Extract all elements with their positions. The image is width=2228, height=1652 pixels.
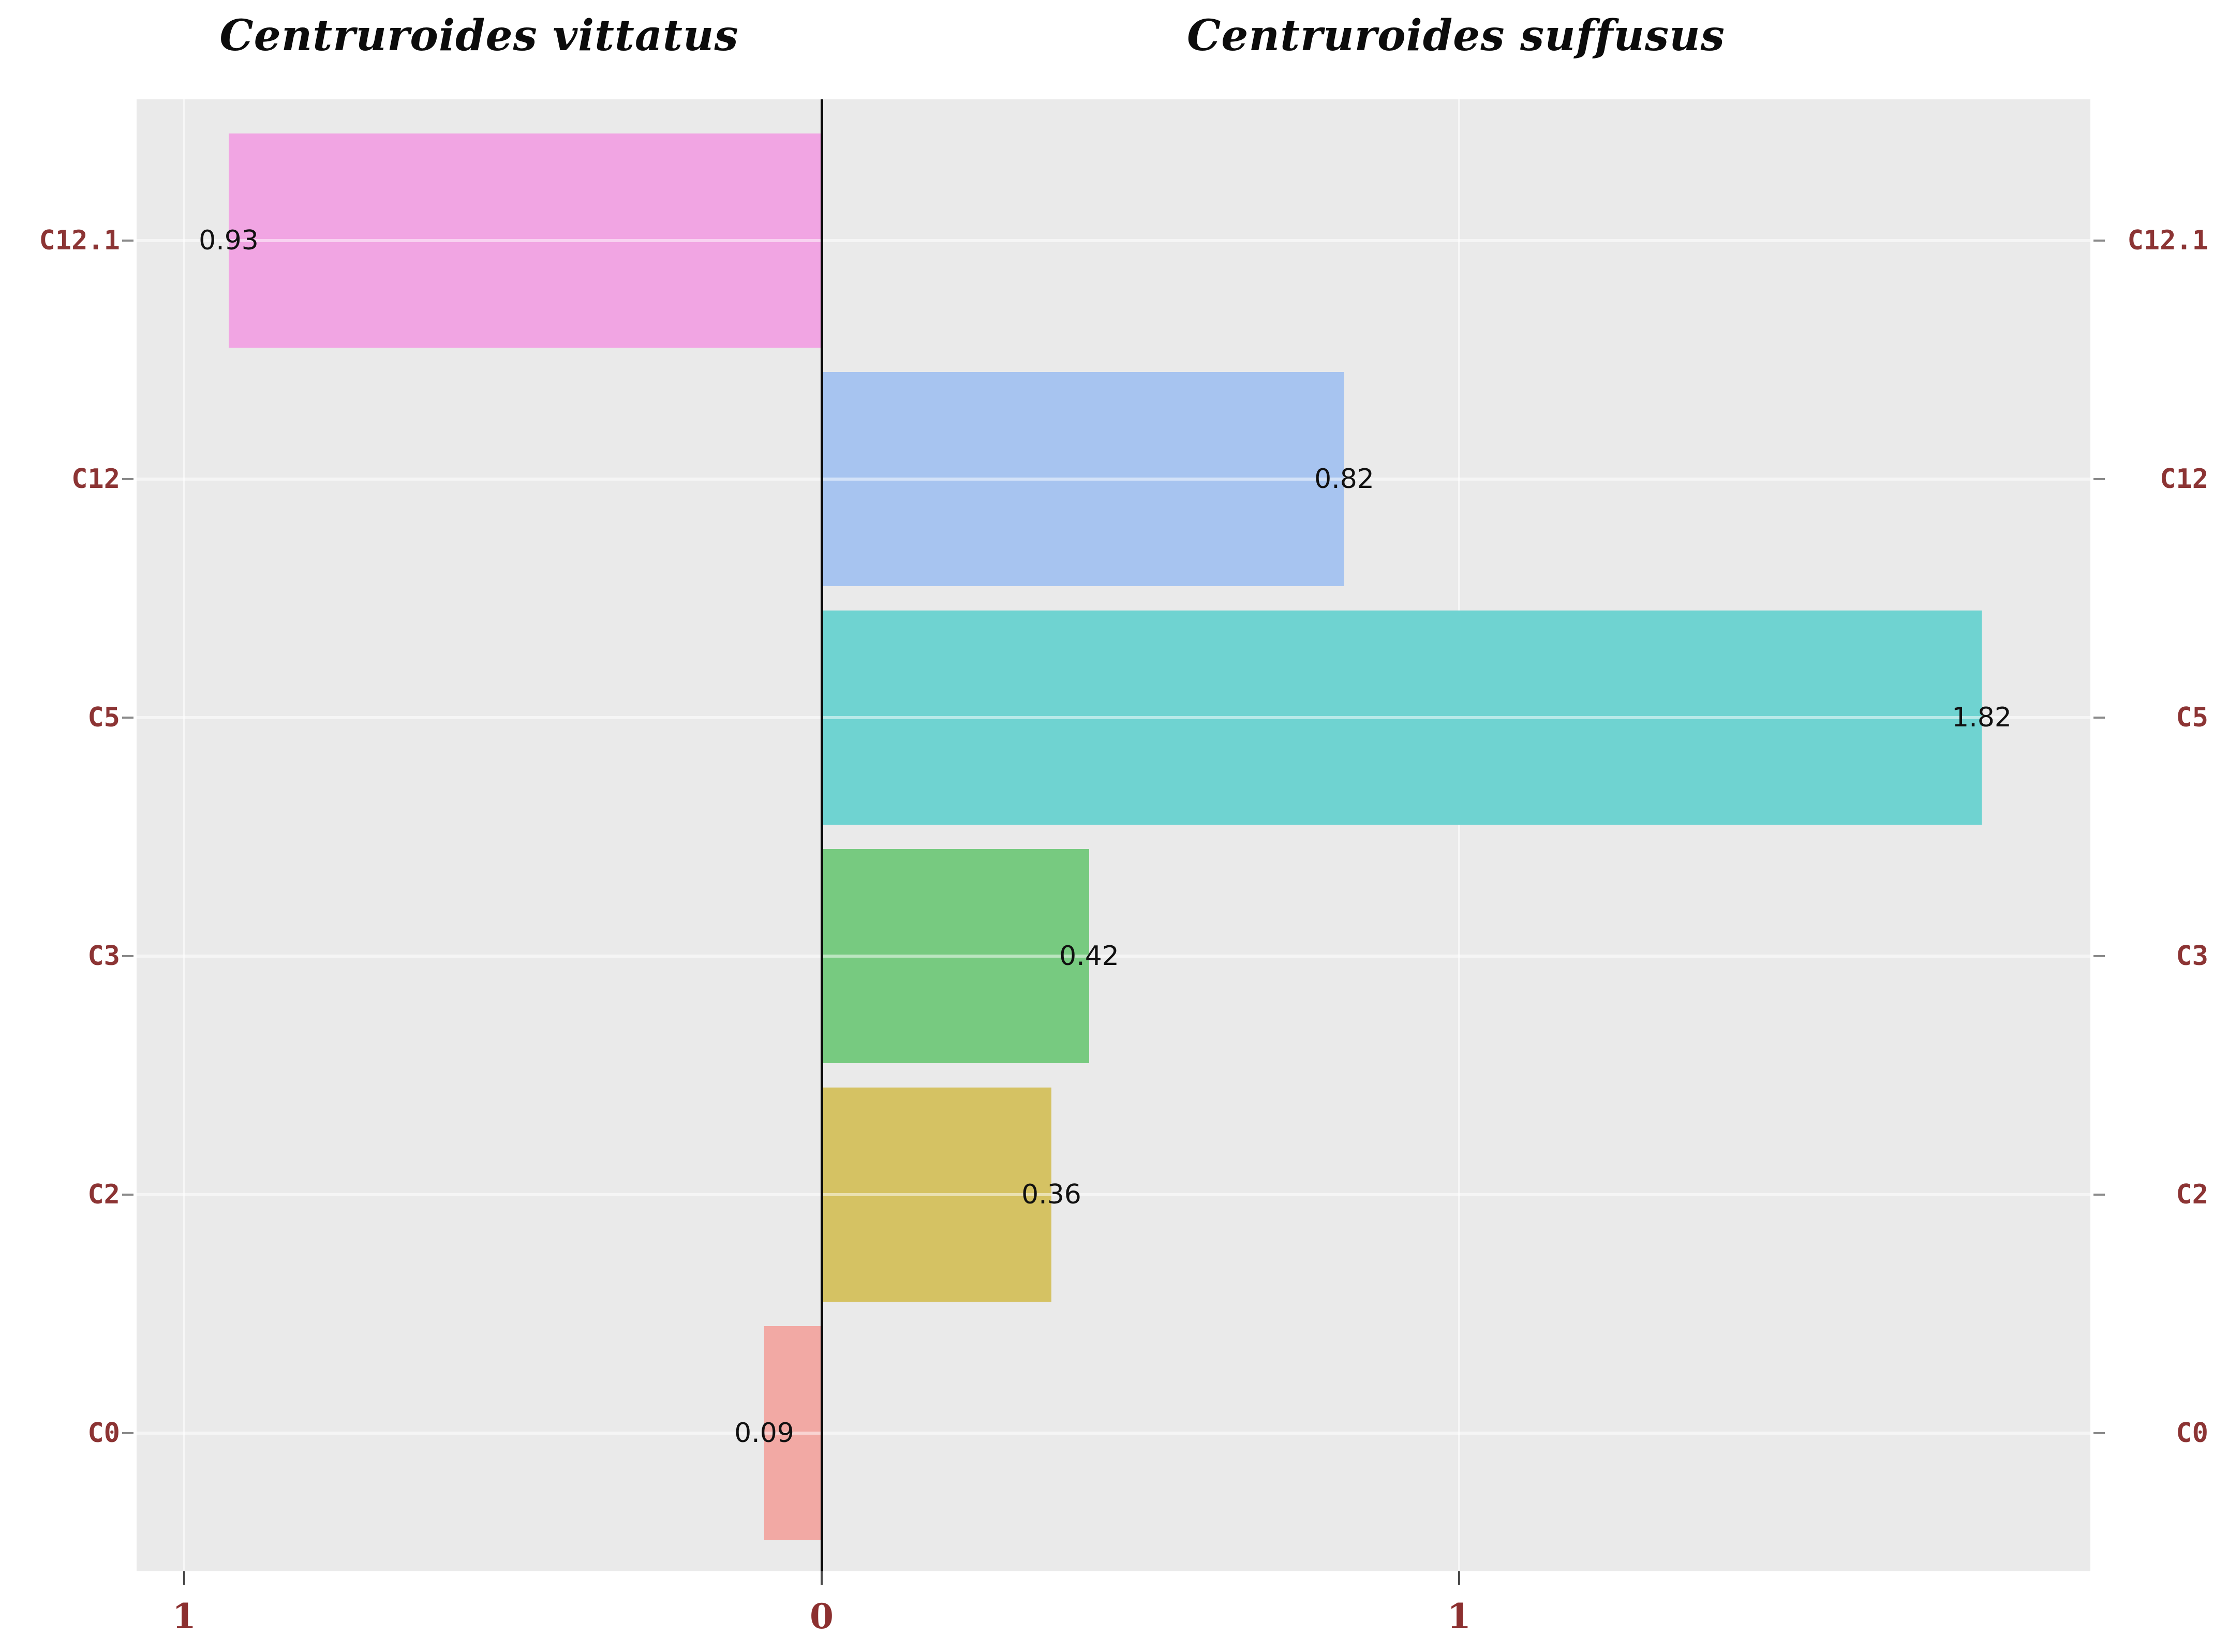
category-label-right-C12: C12	[2160, 464, 2208, 495]
category-label-left-C2: C2	[87, 1179, 120, 1210]
zero-axis-line	[821, 99, 823, 1571]
bar-value-label: 0.82	[1314, 464, 1374, 495]
left-panel-title: Centruroides vittatus	[219, 11, 739, 61]
category-tick-left	[122, 478, 133, 480]
category-tick-right	[2093, 1194, 2105, 1196]
h-gridline	[137, 478, 2090, 481]
h-gridline	[137, 239, 2090, 242]
plot-area: 0.93 0.82 1.82 0.42 0.36 0.09	[137, 99, 2090, 1571]
bar-value-label: 0.09	[734, 1418, 794, 1449]
h-gridline	[137, 1193, 2090, 1196]
bar-value-label: 0.93	[199, 225, 259, 256]
x-axis-tick-label-center: 0	[810, 1596, 834, 1636]
x-axis-tick-label-left: 1	[172, 1596, 196, 1636]
category-label-right-C0: C0	[2176, 1418, 2208, 1449]
x-axis-tick-right	[1458, 1571, 1460, 1585]
category-tick-left	[122, 717, 133, 719]
h-gridline	[137, 955, 2090, 958]
category-tick-left	[122, 1432, 133, 1434]
category-label-left-C12: C12	[71, 464, 120, 495]
category-tick-right	[2093, 1432, 2105, 1434]
category-tick-right	[2093, 717, 2105, 719]
category-label-left-C3: C3	[87, 941, 120, 972]
category-tick-left	[122, 240, 133, 242]
v-gridline	[1458, 99, 1460, 1571]
category-tick-right	[2093, 478, 2105, 480]
category-label-right-C3: C3	[2176, 941, 2208, 972]
category-label-left-C0: C0	[87, 1418, 120, 1449]
category-label-right-C12.1: C12.1	[2127, 225, 2208, 256]
category-label-left-C5: C5	[87, 702, 120, 733]
h-gridline	[137, 1432, 2090, 1435]
x-axis-tick-label-right: 1	[1447, 1596, 1471, 1636]
x-axis-tick-left	[183, 1571, 185, 1585]
right-panel-title: Centruroides suffusus	[1187, 11, 1725, 61]
category-tick-left	[122, 955, 133, 957]
category-label-left-C12.1: C12.1	[39, 225, 120, 256]
category-label-right-C2: C2	[2176, 1179, 2208, 1210]
x-axis-tick-center	[821, 1571, 823, 1585]
bar-value-label: 0.42	[1059, 941, 1119, 972]
category-label-right-C5: C5	[2176, 702, 2208, 733]
category-tick-right	[2093, 240, 2105, 242]
bar-value-label: 0.36	[1021, 1179, 1081, 1210]
h-gridline	[137, 716, 2090, 719]
bar-value-label: 1.82	[1952, 702, 2012, 733]
v-gridline	[183, 99, 185, 1571]
category-tick-left	[122, 1194, 133, 1196]
category-tick-right	[2093, 955, 2105, 957]
